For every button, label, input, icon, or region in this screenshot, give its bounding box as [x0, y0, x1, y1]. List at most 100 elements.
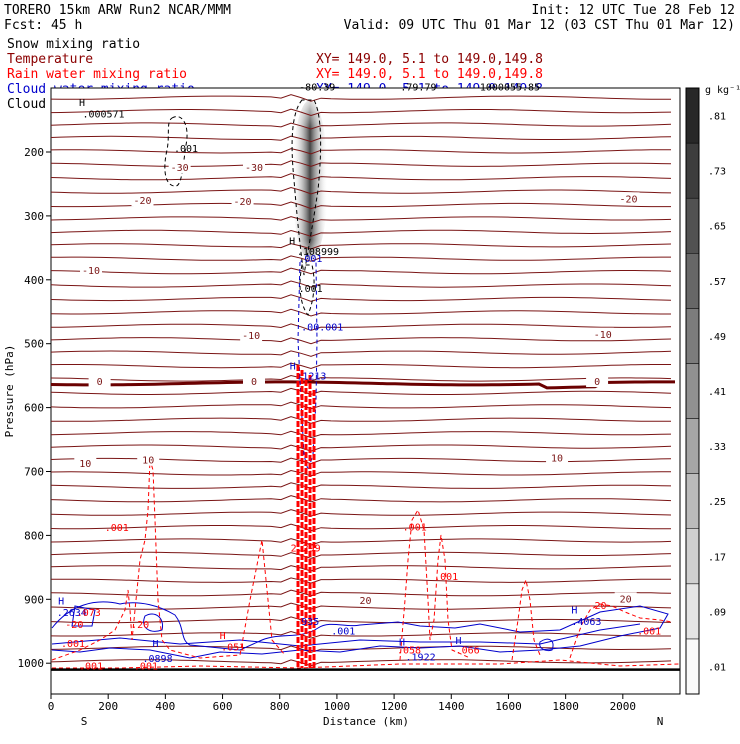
x-tick-label: 0 — [48, 700, 55, 713]
mixing-ratio-label: .001 — [434, 572, 458, 583]
y-tick-label: 600 — [24, 402, 44, 415]
mixing-ratio-label: .001 — [637, 626, 661, 637]
mixing-ratio-label: .1213 — [296, 371, 326, 382]
mixing-ratio-label: 2.299 — [291, 543, 321, 554]
y-axis-label: Pressure (hPa) — [3, 345, 16, 438]
mixing-ratio-label: .0898 — [142, 654, 172, 665]
mixing-ratio-label: 1000055.85 — [480, 83, 540, 94]
rain-water-contours — [51, 459, 681, 669]
x-axis-label: Distance (km) — [323, 715, 409, 728]
x-tick-label: 1400 — [438, 700, 465, 713]
mixing-ratio-label: .79.79 — [400, 83, 436, 94]
mixing-ratio-label: .001 — [105, 523, 129, 534]
isotherm-label-bg — [80, 263, 103, 276]
field-section-2: XY= 149.0, 5.1 to 149.0,149.8 — [316, 67, 543, 82]
mixing-ratio-label: H — [79, 98, 85, 109]
mixing-ratio-label: .2634 — [57, 608, 87, 619]
mixing-ratio-label: -20 — [65, 620, 83, 631]
isotherm-line — [50, 401, 672, 410]
isotherm-label-bg — [242, 160, 265, 173]
isotherm-line — [50, 374, 672, 382]
isotherm-line — [50, 186, 672, 195]
isotherm-label-bg — [74, 456, 97, 469]
isotherm-label: -30 — [171, 163, 189, 174]
isotherm-label-bg — [586, 375, 609, 388]
mixing-ratio-label: .051 — [221, 642, 245, 653]
isotherm-line — [50, 267, 672, 275]
mixing-ratio-label: .001 — [174, 144, 198, 155]
init-time: Init: 12 UTC Tue 28 Feb 12 — [532, 3, 736, 18]
colorbar-swatch — [685, 528, 700, 585]
model-title: TORERO 15km ARW Run2 NCAR/MMM — [4, 3, 231, 18]
isotherm-line — [50, 551, 672, 559]
mixing-ratio-label: H — [399, 637, 405, 648]
freezing-level-line — [50, 380, 675, 390]
isotherm-line — [50, 255, 671, 262]
isotherm-label-bg — [614, 592, 637, 605]
mixing-ratio-label: .001 — [61, 639, 85, 650]
colorbar-swatch — [685, 142, 700, 199]
mixing-ratio-label: .4063 — [571, 617, 601, 628]
isotherm-line — [50, 216, 672, 224]
x-tick-label: 1800 — [552, 700, 579, 713]
cloud-ice-contours — [164, 99, 322, 316]
x-tick-label: 600 — [213, 700, 233, 713]
mixing-ratio-label: -20 — [589, 601, 607, 612]
isotherm-line — [50, 160, 672, 167]
isotherm-label: 10 — [142, 456, 154, 467]
mixing-ratio-label: H — [571, 605, 577, 616]
freezing-level-contour — [50, 380, 675, 390]
isotherm-line — [50, 589, 672, 597]
colorbar-label: .17 — [708, 552, 726, 563]
x-tick-label: 1200 — [381, 700, 408, 713]
isotherm-line — [50, 616, 672, 624]
isotherm-line — [50, 229, 672, 237]
mixing-ratio-label: H — [289, 237, 295, 248]
mixing-ratio-label: H — [290, 361, 296, 372]
colorbar-swatch — [685, 253, 700, 309]
isotherm-line — [50, 416, 671, 424]
isotherm-line — [50, 243, 672, 250]
isotherm-line — [50, 538, 672, 546]
y-tick-label: 300 — [24, 210, 44, 223]
mixing-ratio-label: .1922 — [406, 653, 436, 664]
rain-shaft — [296, 365, 316, 668]
isotherm-label: -20 — [133, 196, 151, 207]
isotherm-label: -30 — [245, 163, 263, 174]
isotherm-line — [50, 577, 671, 584]
field-name-1: Temperature — [7, 52, 93, 67]
mixing-ratio-label: .001 — [403, 522, 427, 533]
isotherm-line — [50, 482, 672, 489]
temperature-contours — [50, 94, 672, 667]
x-tick-label: 200 — [98, 700, 118, 713]
colorbar-swatch — [685, 308, 700, 364]
colorbar-label: .57 — [708, 277, 726, 288]
isotherm-label-bg — [591, 327, 614, 340]
mixing-ratio-label: .001 — [298, 254, 322, 265]
valid-time: Valid: 09 UTC Thu 01 Mar 12 (03 CST Thu … — [344, 18, 735, 33]
colorbar-swatch — [685, 638, 700, 695]
isotherm-line — [50, 294, 672, 302]
mixing-ratio-label: .073 — [77, 608, 101, 619]
mixing-ratio-labels: H.000571.001-80.39.79.79 1000055.85H.1089… — [57, 83, 661, 673]
mixing-ratio-label: .001 — [299, 284, 323, 295]
mixing-ratio-label: .001 — [79, 662, 103, 673]
temperature-labels: -30 -30 -20 -20 -20 -10 -10 -10 0 0 0 10 10 10 20 20 — [74, 160, 640, 607]
isotherm-line — [50, 173, 672, 181]
isotherm-label-bg — [131, 194, 154, 207]
isotherm-label: 0 — [97, 377, 103, 388]
field-name-2: Rain water mixing ratio — [7, 67, 187, 82]
x-tick-label: 2000 — [610, 700, 637, 713]
isotherm-label-bg — [354, 594, 377, 607]
mixing-ratio-label: H — [456, 636, 462, 647]
colorbar: g kg⁻¹ .01 .09 .17 .25 .33 .41 .49 .57 .65 .73 .81 — [685, 85, 740, 695]
mixing-ratio-label: H — [58, 596, 64, 607]
isotherm-line — [50, 362, 671, 370]
isotherm-label-bg — [242, 375, 265, 388]
colorbar-label: .01 — [708, 662, 726, 673]
isotherm-label: 10 — [79, 459, 91, 470]
mixing-ratio-label: 935 — [301, 617, 319, 628]
isotherm-label-bg — [231, 194, 254, 207]
isotherm-label: -10 — [594, 330, 612, 341]
